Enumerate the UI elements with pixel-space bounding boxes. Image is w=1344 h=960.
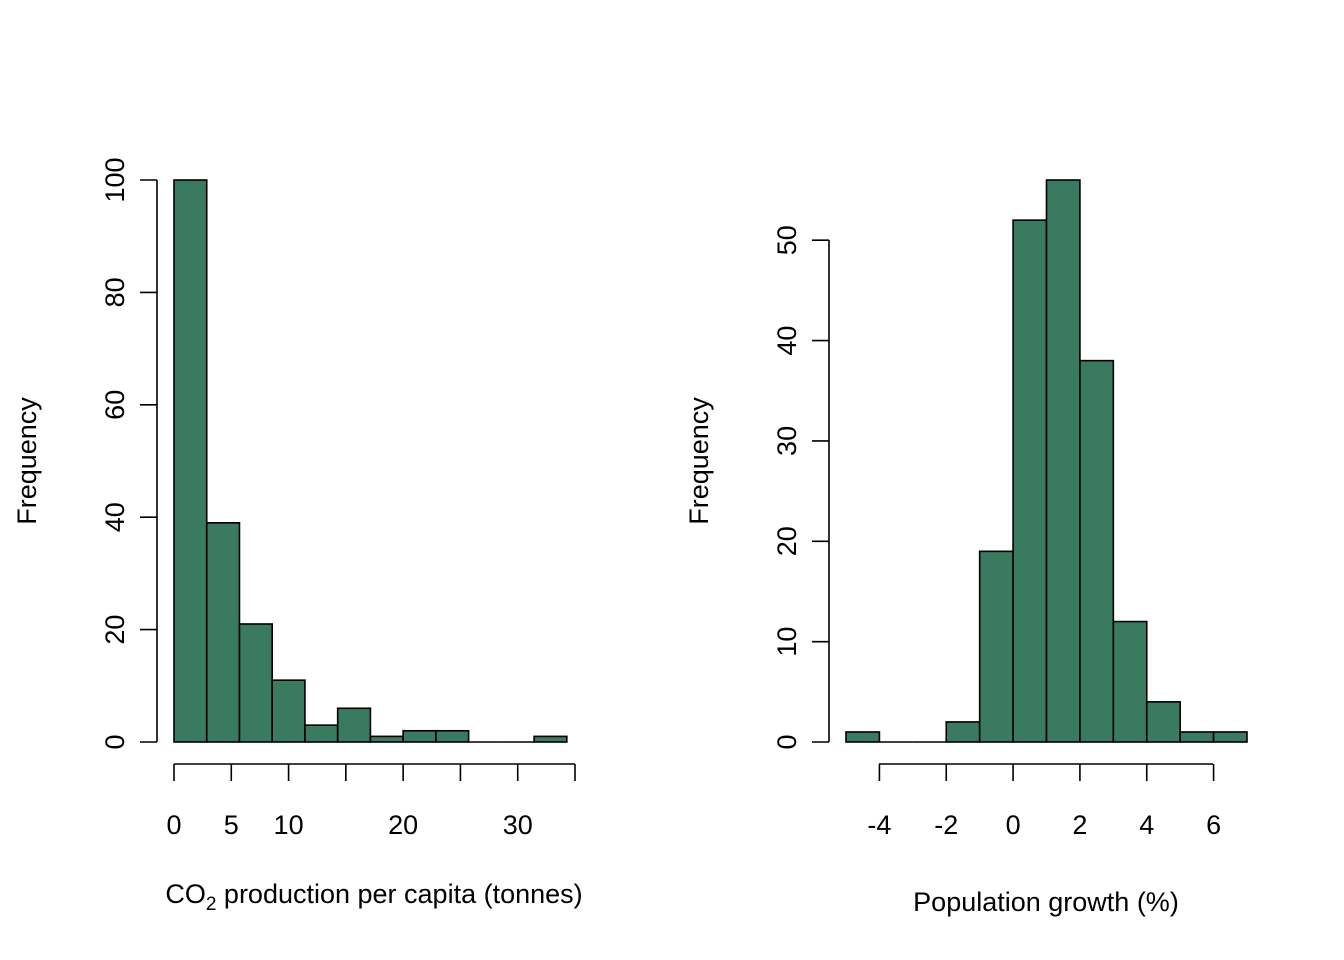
population-bar-11 xyxy=(1212,731,1248,743)
population-bar-4 xyxy=(978,550,1014,743)
co2-y-tick-label-5: 100 xyxy=(100,157,130,202)
co2-x-tick-label-0: 0 xyxy=(166,810,181,840)
population-bar-7 xyxy=(1079,359,1115,743)
population-y-tick-label-5: 50 xyxy=(772,225,802,255)
population-x-tick-label-5: 6 xyxy=(1206,810,1221,840)
co2-x-tick-label-1: 5 xyxy=(224,810,239,840)
population-x-tick-label-1: -2 xyxy=(934,810,958,840)
co2-bar-6 xyxy=(369,735,404,743)
population-bar-5 xyxy=(1012,219,1048,743)
population-bar-3 xyxy=(945,721,981,743)
population-y-tick-label-3: 30 xyxy=(772,426,802,456)
population-x-tick-label-4: 4 xyxy=(1139,810,1154,840)
co2-x-tick-label-2: 10 xyxy=(274,810,304,840)
population-bar-8 xyxy=(1112,620,1148,743)
population-bar-0 xyxy=(845,731,881,743)
co2-bar-1 xyxy=(205,522,241,743)
co2-y-axis-label: Frequency xyxy=(12,397,42,525)
population-x-tick-label-0: -4 xyxy=(867,810,891,840)
co2-bar-5 xyxy=(336,707,372,743)
co2-y-tick-label-4: 80 xyxy=(100,277,130,307)
population-y-ticks: 0 10 20 30 40 50 xyxy=(772,225,829,750)
population-x-tick-label-3: 2 xyxy=(1072,810,1087,840)
co2-bar-8 xyxy=(435,729,470,743)
population-x-tick-label-2: 0 xyxy=(1006,810,1021,840)
population-y-tick-label-0: 0 xyxy=(772,734,802,749)
co2-x-tick-label-6: 30 xyxy=(503,810,533,840)
population-bar-10 xyxy=(1179,731,1215,743)
population-x-ticks: -4 -2 0 2 4 6 xyxy=(867,764,1221,840)
co2-bar-11 xyxy=(533,735,568,743)
co2-x-tick-label-4: 20 xyxy=(388,810,418,840)
co2-x-label-rest: production per capita (tonnes) xyxy=(216,879,582,909)
population-bar-9 xyxy=(1145,701,1181,743)
co2-y-tick-label-0: 0 xyxy=(100,734,130,749)
population-y-axis-label: Frequency xyxy=(684,397,714,525)
co2-bar-4 xyxy=(304,724,339,743)
population-y-tick-label-4: 40 xyxy=(772,326,802,356)
population-histogram: 0 10 20 30 40 50 -4 -2 0 2 4 6 Frequency Populatio… xyxy=(684,179,1248,917)
co2-bar-3 xyxy=(271,679,306,743)
population-bar-6 xyxy=(1045,179,1081,743)
co2-y-tick-label-3: 60 xyxy=(100,390,130,420)
population-x-axis-label: Population growth (%) xyxy=(913,887,1179,917)
co2-x-label-main: CO xyxy=(165,879,206,909)
co2-bar-0 xyxy=(173,179,208,743)
co2-y-tick-label-2: 40 xyxy=(100,502,130,532)
population-y-tick-label-2: 20 xyxy=(772,526,802,556)
population-y-tick-label-1: 10 xyxy=(772,627,802,657)
co2-bar-7 xyxy=(402,729,437,743)
co2-y-tick-label-1: 20 xyxy=(100,615,130,645)
population-bars xyxy=(845,179,1248,743)
co2-x-axis-label: CO2 production per capita (tonnes) xyxy=(165,879,582,915)
co2-histogram: 0 20 40 60 80 100 0 5 10 20 30 Frequency CO2 prod… xyxy=(12,157,583,915)
co2-x-label-subscript: 2 xyxy=(206,894,217,915)
co2-bar-2 xyxy=(238,623,273,743)
co2-x-ticks: 0 5 10 20 30 xyxy=(166,764,576,840)
co2-y-ticks: 0 20 40 60 80 100 xyxy=(100,157,157,750)
co2-bars xyxy=(173,179,568,743)
